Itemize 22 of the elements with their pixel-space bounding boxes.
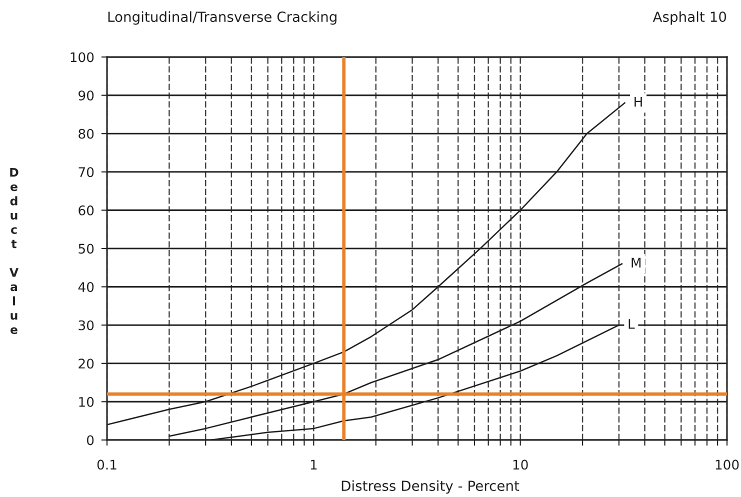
x-tick-label: 100 bbox=[716, 460, 739, 470]
y-tick-label: 30 bbox=[78, 320, 94, 330]
chart-subtitle: Asphalt 10 bbox=[652, 11, 726, 25]
y-tick-label: 10 bbox=[79, 396, 94, 407]
y-tick-label: 20 bbox=[78, 358, 94, 369]
y-tick-label: 80 bbox=[78, 128, 94, 139]
y-tick-label: 60 bbox=[78, 205, 94, 216]
x-axis-title: Distress Density - Percent bbox=[342, 480, 520, 494]
x-tick-label: 0.1 bbox=[97, 460, 116, 470]
text: Deduct Value bbox=[9, 168, 19, 334]
y-tick-label: 90 bbox=[78, 90, 94, 100]
y-tick-label: 0 bbox=[86, 435, 94, 446]
y-tick-label: 50 bbox=[78, 244, 94, 254]
series-label: M bbox=[632, 258, 641, 268]
y-tick-label: 40 bbox=[78, 282, 94, 292]
y-tick-label: 70 bbox=[78, 167, 94, 178]
series-label: L bbox=[628, 319, 635, 329]
series-label: H bbox=[634, 96, 642, 107]
chart-title: Longitudinal/Transverse Cracking bbox=[108, 11, 336, 25]
x-tick-label: 10 bbox=[513, 460, 528, 470]
x-tick-label: 1 bbox=[310, 460, 317, 470]
y-tick-label: 100 bbox=[70, 52, 94, 62]
